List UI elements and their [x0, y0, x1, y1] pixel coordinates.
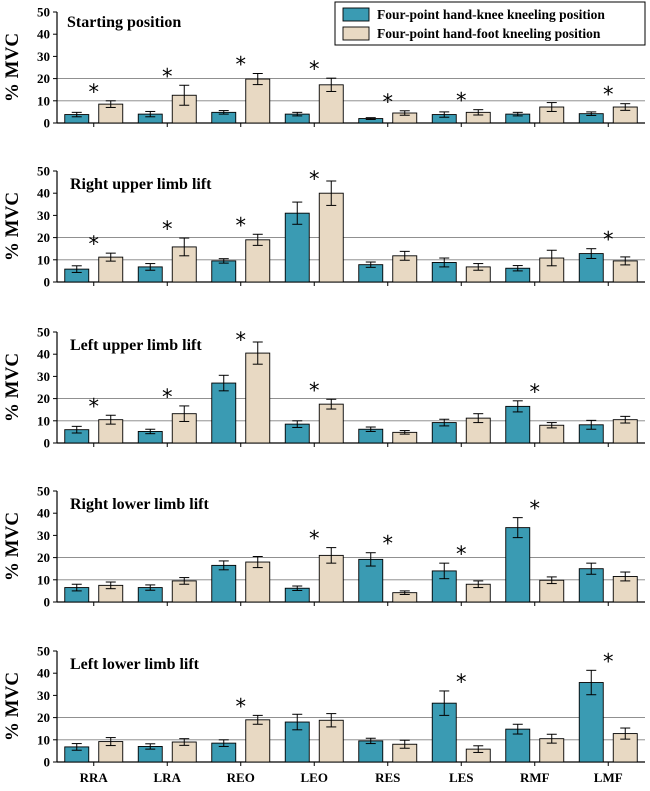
y-tick-label: 20 [37, 550, 50, 565]
y-tick-label: 0 [44, 275, 51, 290]
y-tick-label: 50 [37, 325, 50, 340]
significance-star-LEO: * [309, 57, 320, 81]
y-tick-label: 40 [37, 347, 50, 362]
significance-star-LMF: * [603, 649, 614, 673]
x-category-label-LRA: LRA [154, 770, 182, 785]
significance-star-REO: * [236, 52, 247, 76]
legend-label-foot: Four-point hand-foot kneeling position [377, 26, 601, 41]
y-tick-label: 0 [44, 116, 51, 131]
y-tick-label: 10 [37, 252, 50, 267]
panel-title: Right upper limb lift [70, 176, 212, 193]
significance-star-RES: * [383, 90, 394, 114]
x-category-label-RRA: RRA [80, 770, 109, 785]
y-tick-label: 20 [37, 710, 50, 725]
bar-foot-REO [245, 352, 271, 444]
y-tick-label: 10 [37, 93, 50, 108]
y-tick-label: 30 [37, 528, 50, 543]
y-tick-label: 0 [44, 755, 51, 770]
y-axis-label: % MVC [2, 672, 23, 741]
bar-foot-LMF [612, 576, 638, 603]
significance-star-LES: * [456, 542, 467, 566]
y-axis-label: % MVC [2, 353, 23, 422]
y-tick-label: 0 [44, 436, 51, 451]
panel-title: Starting position [67, 14, 181, 31]
x-category-label-RMF: RMF [520, 770, 550, 785]
y-tick-label: 30 [37, 688, 50, 703]
y-tick-label: 50 [37, 164, 50, 179]
panel-title: Right lower limb lift [70, 496, 209, 513]
y-tick-label: 20 [37, 391, 50, 406]
significance-star-LEO: * [309, 378, 320, 402]
y-tick-label: 50 [37, 5, 50, 20]
significance-star-REO: * [236, 694, 247, 718]
y-tick-label: 20 [37, 71, 50, 86]
bar-knee-REO [211, 260, 237, 283]
significance-star-RMF: * [530, 497, 541, 521]
bar-knee-LES [431, 702, 457, 763]
bar-knee-RMF [505, 405, 531, 444]
y-tick-label: 20 [37, 230, 50, 245]
x-category-label-RES: RES [375, 770, 400, 785]
legend-swatch-foot [342, 26, 370, 41]
bar-knee-LMF [578, 682, 604, 763]
y-tick-label: 10 [37, 732, 50, 747]
y-tick-label: 30 [37, 49, 50, 64]
significance-star-LRA: * [162, 217, 173, 241]
significance-star-REO: * [236, 213, 247, 237]
significance-star-LMF: * [603, 228, 614, 252]
y-tick-label: 40 [37, 506, 50, 521]
y-tick-label: 10 [37, 413, 50, 428]
bar-foot-LEO [318, 403, 344, 444]
significance-star-RRA: * [89, 232, 100, 256]
legend-box [334, 1, 646, 46]
y-tick-label: 50 [37, 644, 50, 659]
y-tick-label: 40 [37, 666, 50, 681]
y-tick-label: 30 [37, 369, 50, 384]
y-tick-label: 40 [37, 186, 50, 201]
bar-knee-REO [211, 382, 237, 444]
bar-foot-LEO [318, 192, 344, 283]
significance-star-RRA: * [89, 394, 100, 418]
bar-knee-REO [211, 564, 237, 603]
bar-foot-REO [245, 78, 271, 124]
significance-star-LEO: * [309, 527, 320, 551]
significance-star-LRA: * [162, 64, 173, 88]
y-axis-label: % MVC [2, 33, 23, 102]
significance-star-LES: * [456, 89, 467, 113]
legend-swatch-knee [342, 7, 370, 22]
y-tick-label: 40 [37, 27, 50, 42]
y-axis-label: % MVC [2, 192, 23, 261]
significance-star-LES: * [456, 670, 467, 694]
x-category-label-REO: REO [227, 770, 255, 785]
significance-star-RRA: * [89, 80, 100, 104]
significance-star-RES: * [383, 532, 394, 556]
x-category-label-LEO: LEO [301, 770, 328, 785]
y-tick-label: 0 [44, 595, 51, 610]
y-tick-label: 50 [37, 484, 50, 499]
y-tick-label: 10 [37, 572, 50, 587]
x-category-label-LES: LES [449, 770, 474, 785]
x-category-label-LMF: LMF [594, 770, 623, 785]
panel-title: Left lower limb lift [70, 656, 200, 673]
significance-star-RMF: * [530, 380, 541, 404]
bar-foot-REO [245, 239, 271, 283]
panel-title: Left upper limb lift [70, 337, 202, 354]
y-tick-label: 30 [37, 208, 50, 223]
bar-knee-RMF [505, 527, 531, 603]
significance-star-LMF: * [603, 83, 614, 107]
significance-star-REO: * [236, 328, 247, 352]
significance-star-LEO: * [309, 167, 320, 191]
significance-star-LRA: * [162, 385, 173, 409]
bar-foot-REO [245, 719, 271, 763]
bar-knee-RMF [505, 728, 531, 763]
bar-knee-LES [431, 570, 457, 603]
legend-label-knee: Four-point hand-knee kneeling position [377, 7, 605, 22]
y-axis-label: % MVC [2, 512, 23, 581]
